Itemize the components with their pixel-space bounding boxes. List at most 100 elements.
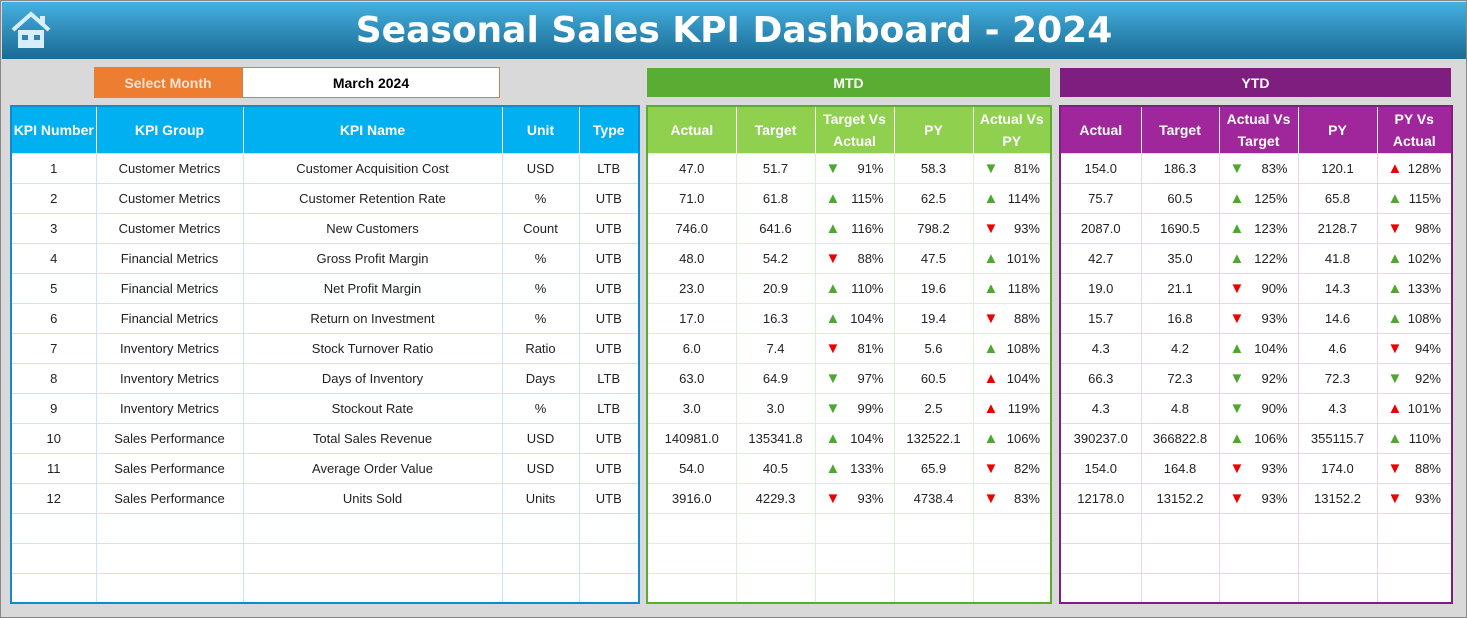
arrow-up-icon: ▲: [983, 279, 999, 297]
variance-cell: ▲ 119%: [972, 392, 1052, 424]
variance-pct: 110%: [1408, 430, 1441, 446]
variance: ▲ 118%: [974, 280, 1051, 297]
variance-cell: ▲ 133%: [1376, 272, 1453, 304]
variance-cell: ▲ 123%: [1218, 212, 1299, 244]
kpi-type: UTB: [578, 272, 640, 304]
kpi-name: Gross Profit Margin: [242, 242, 503, 274]
kpi-table: KPI Number KPI Group KPI Name Unit Type 1 Cust…: [10, 105, 640, 604]
variance-pct: 93%: [1261, 310, 1288, 326]
ytd-actual: 66.3: [1059, 362, 1142, 394]
ytd-actual: 42.7: [1059, 242, 1142, 274]
empty-cell: [10, 572, 97, 604]
column-header: PY: [1298, 106, 1378, 153]
variance-pct: 93%: [857, 490, 884, 506]
empty-cell: [893, 572, 974, 604]
variance-pct: 133%: [1407, 280, 1441, 296]
variance: ▲ 110%: [1378, 430, 1452, 447]
variance: ▼ 83%: [974, 490, 1051, 507]
variance-cell: ▼ 93%: [972, 212, 1052, 244]
variance-pct: 81%: [1013, 160, 1040, 176]
mtd-actual: 6.0: [646, 332, 737, 364]
variance-cell: ▲ 122%: [1218, 242, 1299, 274]
variance: ▼ 93%: [1220, 460, 1298, 477]
variance: ▲ 133%: [1378, 280, 1452, 297]
dashboard-title: Seasonal Sales KPI Dashboard - 2024: [355, 10, 1113, 51]
arrow-up-icon: ▲: [1387, 399, 1403, 417]
variance-cell: ▼ 93%: [814, 482, 895, 514]
mtd-target: 54.2: [735, 242, 816, 274]
table-row: 17.0 16.3 ▲ 104% 19.4 ▼ 88%: [646, 302, 1052, 334]
kpi-name: Net Profit Margin: [242, 272, 503, 304]
empty-cell: [814, 572, 895, 604]
table-row: 4.3 4.8 ▼ 90% 4.3 ▲ 101%: [1059, 392, 1453, 424]
empty-cell: [972, 572, 1052, 604]
month-dropdown[interactable]: March 2024: [242, 67, 500, 98]
arrow-down-icon: ▼: [1229, 159, 1245, 177]
variance: ▼ 90%: [1220, 400, 1298, 417]
ytd-py: 14.6: [1297, 302, 1378, 334]
variance-cell: ▼ 88%: [972, 302, 1052, 334]
arrow-down-icon: ▼: [1387, 489, 1403, 507]
home-icon[interactable]: [10, 10, 52, 50]
variance: ▼ 83%: [1220, 160, 1298, 177]
kpi-unit: Ratio: [501, 332, 580, 364]
ytd-py: 174.0: [1297, 452, 1378, 484]
variance-pct: 115%: [1408, 190, 1441, 206]
kpi-num: 4: [10, 242, 97, 274]
column-header: Target: [1141, 106, 1220, 153]
kpi-group: Sales Performance: [95, 482, 244, 514]
table-row: 47.0 51.7 ▼ 91% 58.3 ▼ 81%: [646, 152, 1052, 184]
table-row: 66.3 72.3 ▼ 92% 72.3 ▼ 92%: [1059, 362, 1453, 394]
kpi-type: UTB: [578, 482, 640, 514]
kpi-group: Inventory Metrics: [95, 362, 244, 394]
variance: ▼ 92%: [1220, 370, 1298, 387]
arrow-up-icon: ▲: [1229, 339, 1245, 357]
variance-cell: ▲ 101%: [1376, 392, 1453, 424]
variance: ▼ 91%: [816, 160, 894, 177]
arrow-up-icon: ▲: [1387, 309, 1403, 327]
table-row: 2 Customer Metrics Customer Retention Rate…: [10, 182, 640, 214]
arrow-down-icon: ▼: [825, 159, 841, 177]
arrow-up-icon: ▲: [1387, 189, 1403, 207]
mtd-target: 3.0: [735, 392, 816, 424]
arrow-up-icon: ▲: [825, 459, 841, 477]
kpi-num: 12: [10, 482, 97, 514]
variance: ▲ 104%: [974, 370, 1051, 387]
table-row: 15.7 16.8 ▼ 93% 14.6 ▲ 108%: [1059, 302, 1453, 334]
empty-cell: [1218, 512, 1299, 544]
ytd-actual: 390237.0: [1059, 422, 1142, 454]
variance-cell: ▲ 118%: [972, 272, 1052, 304]
kpi-name: Return on Investment: [242, 302, 503, 334]
empty-cell: [1297, 572, 1378, 604]
variance: ▲ 108%: [1378, 310, 1452, 327]
empty-cell: [735, 542, 816, 574]
empty-cell: [578, 572, 640, 604]
variance-pct: 93%: [1261, 460, 1288, 476]
column-header: Actual: [647, 106, 737, 153]
variance-cell: ▲ 114%: [972, 182, 1052, 214]
empty-cell: [972, 512, 1052, 544]
variance: ▲ 110%: [816, 280, 894, 297]
mtd-actual: 71.0: [646, 182, 737, 214]
arrow-up-icon: ▲: [983, 369, 999, 387]
variance-cell: ▼ 83%: [1218, 152, 1299, 184]
variance-pct: 88%: [1414, 460, 1441, 476]
variance: ▲ 106%: [974, 430, 1051, 447]
empty-row: [646, 542, 1052, 574]
empty-cell: [1140, 572, 1220, 604]
arrow-up-icon: ▲: [1387, 249, 1403, 267]
variance-pct: 83%: [1013, 490, 1040, 506]
arrow-down-icon: ▼: [825, 489, 841, 507]
variance-pct: 97%: [857, 370, 884, 386]
variance-pct: 108%: [1006, 340, 1040, 356]
variance-cell: ▼ 91%: [814, 152, 895, 184]
mtd-actual: 3916.0: [646, 482, 737, 514]
mtd-target: 16.3: [735, 302, 816, 334]
kpi-type: LTB: [578, 362, 640, 394]
column-header: Actual: [1060, 106, 1142, 153]
kpi-group: Customer Metrics: [95, 152, 244, 184]
variance-cell: ▲ 106%: [1218, 422, 1299, 454]
arrow-up-icon: ▲: [1229, 219, 1245, 237]
variance: ▲ 119%: [974, 400, 1051, 417]
mtd-actual: 746.0: [646, 212, 737, 244]
